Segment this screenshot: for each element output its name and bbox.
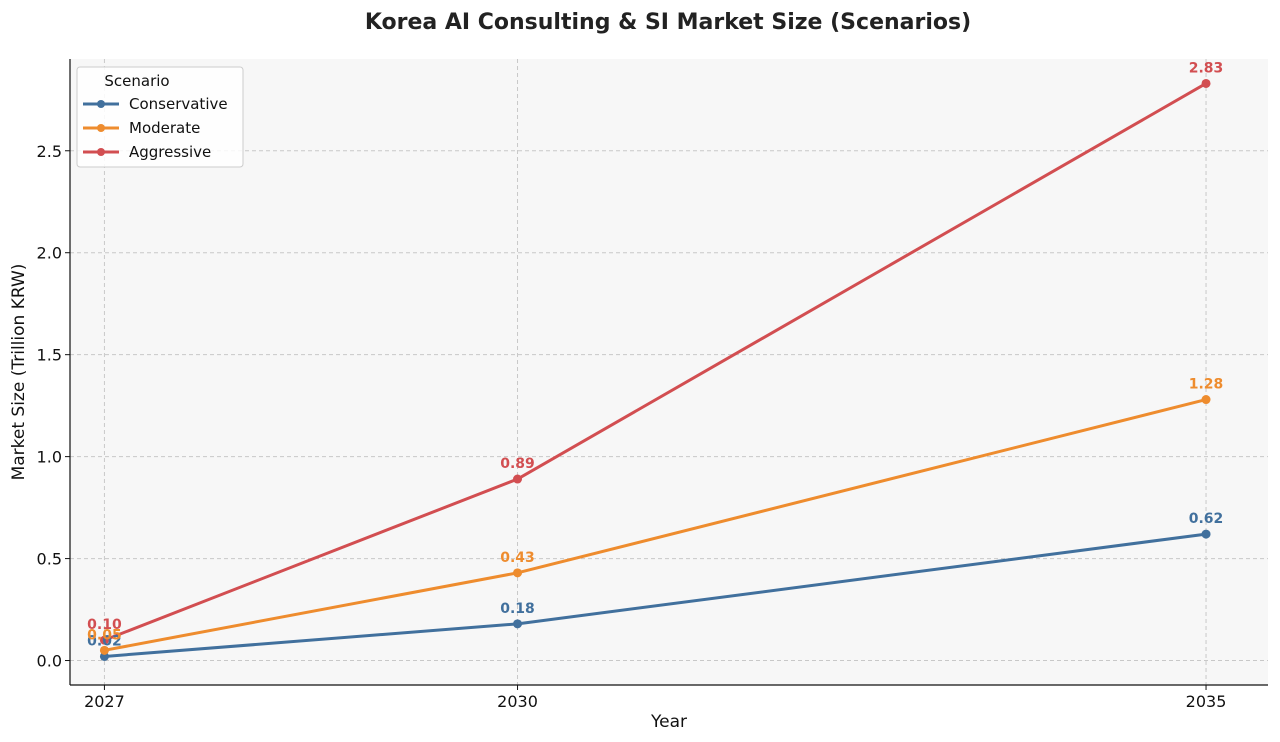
plot-area <box>70 59 1268 685</box>
data-label-aggressive: 0.89 <box>500 456 535 472</box>
y-tick-label: 2.5 <box>37 142 62 161</box>
legend-box <box>76 66 244 168</box>
chart-title: Korea AI Consulting & SI Market Size (Sc… <box>365 10 971 35</box>
legend-marker-conservative <box>97 100 105 108</box>
data-label-aggressive: 0.10 <box>87 617 122 633</box>
series-points <box>99 78 1211 661</box>
y-tick-label: 1.0 <box>37 448 62 467</box>
y-tick-label: 0.0 <box>37 652 62 671</box>
grid-lines <box>70 59 1268 685</box>
data-label-conservative: 0.62 <box>1189 511 1224 527</box>
data-label-aggressive: 2.83 <box>1189 60 1224 76</box>
legend-label-moderate: Moderate <box>129 119 200 137</box>
legend-marker-aggressive <box>97 148 105 156</box>
data-point-aggressive <box>1201 78 1211 88</box>
data-label-moderate: 0.43 <box>500 550 535 566</box>
data-point-conservative <box>513 619 523 629</box>
x-axis-label: Year <box>650 712 687 732</box>
x-tick-label: 2035 <box>1186 692 1227 711</box>
data-point-aggressive <box>513 474 523 484</box>
y-tick-label: 1.5 <box>37 346 62 365</box>
data-label-moderate: 0.05 <box>87 627 122 643</box>
data-point-moderate <box>99 645 109 655</box>
data-point-moderate <box>1201 395 1211 405</box>
data-label-conservative: 0.18 <box>500 601 535 617</box>
legend: Scenario Conservative Moderate Aggressive <box>76 66 244 168</box>
data-point-conservative <box>1201 529 1211 539</box>
x-tick-label: 2027 <box>84 692 125 711</box>
tick-labels: 0.0 0.5 1.0 1.5 2.0 2.5 2027 2030 2035 <box>37 142 1227 711</box>
x-tick-label: 2030 <box>497 692 538 711</box>
legend-marker-moderate <box>97 124 105 132</box>
data-label-conservative: 0.02 <box>87 633 122 649</box>
legend-title: Scenario <box>104 72 169 90</box>
data-point-aggressive <box>99 635 109 645</box>
y-axis-label: Market Size (Trillion KRW) <box>9 264 29 481</box>
y-tick-label: 2.0 <box>37 244 62 263</box>
legend-label-conservative: Conservative <box>129 95 228 113</box>
data-label-moderate: 1.28 <box>1189 377 1224 393</box>
y-tick-label: 0.5 <box>37 550 62 569</box>
legend-label-aggressive: Aggressive <box>129 143 211 161</box>
data-point-moderate <box>513 568 523 578</box>
data-labels: 0.02 0.18 0.62 0.05 0.43 1.28 0.10 0.89 2.83 <box>87 60 1223 649</box>
axes <box>65 59 1268 690</box>
